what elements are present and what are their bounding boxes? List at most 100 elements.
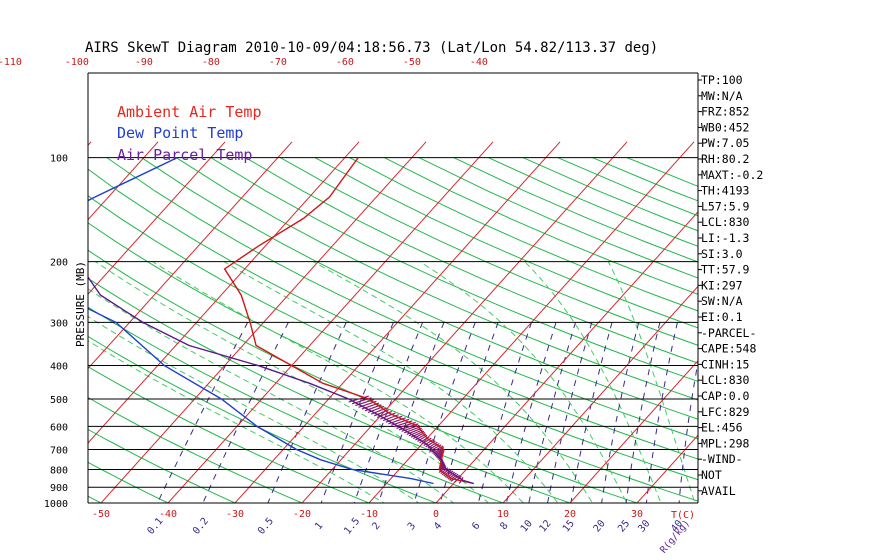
index-label: TP:100 [701, 73, 743, 87]
pressure-tick-label: 200 [50, 258, 68, 269]
bottom-temp-tick-label: -30 [226, 509, 244, 520]
moist-adiabat-line [313, 261, 594, 503]
bottom-temp-tick-label: 10 [497, 509, 509, 520]
mixing-ratio-line [202, 322, 289, 503]
index-label: CAP:0.0 [701, 389, 750, 403]
isotherm-line [88, 141, 226, 295]
cape-hatch-line [421, 437, 432, 445]
index-label: FRZ:852 [701, 105, 749, 119]
moist-adiabat-line [223, 261, 559, 503]
top-temp-tick-label: -70 [269, 57, 287, 68]
cape-hatch-line [450, 474, 461, 482]
moist-adiabat-line [95, 261, 490, 503]
index-label: PW:7.05 [701, 136, 749, 150]
dry-adiabat-line [279, 157, 698, 346]
cape-hatch-line [423, 438, 434, 446]
pressure-tick-label: 900 [50, 483, 68, 494]
index-label: EL:456 [701, 421, 743, 435]
mixing-ratio-label: 12 [537, 518, 553, 534]
dry-adiabat-line [88, 461, 170, 503]
axes: 1002003004005006007008009001000-120-110-… [0, 57, 699, 537]
bottom-temp-tick-label: 0 [433, 509, 439, 520]
dry-adiabat-line [210, 157, 698, 382]
index-label: -PARCEL- [701, 326, 756, 340]
top-temp-tick-label: -40 [470, 57, 488, 68]
chart-title: AIRS SkewT Diagram 2010-10-09/04:18:56.7… [85, 40, 658, 56]
index-label: -WIND- [701, 452, 743, 466]
dry-adiabat-line [0, 158, 48, 511]
mixing-ratio-label: 1 [313, 521, 325, 533]
index-label: LCL:830 [701, 215, 750, 229]
x-axis-temp-label: T(C) [671, 510, 695, 521]
index-label: CAPE:548 [701, 342, 756, 356]
dew-point-temp-line [88, 156, 434, 485]
isotherm-line [569, 360, 698, 503]
index-label: RH:80.2 [701, 152, 749, 166]
legend: Ambient Air Temp Dew Point Temp Air Parc… [117, 103, 262, 164]
index-label: NOT [701, 468, 722, 482]
mixing-ratio-label: 10 [519, 518, 535, 534]
isotherm-line [167, 141, 494, 503]
mixing-ratio-label: 0.5 [256, 516, 276, 537]
dry-adiabat-line [418, 157, 698, 279]
mixing-ratio-line [546, 322, 593, 503]
cape-hatch-line [454, 475, 462, 483]
mixing-ratio-label: 15 [561, 518, 577, 534]
mixing-ratio-line [353, 322, 424, 503]
dry-adiabat-line [88, 366, 371, 503]
dry-adiabat-line [88, 495, 103, 503]
moist-adiabat-line [88, 340, 385, 503]
cape-hatch-line [425, 440, 436, 448]
index-label: WB0:452 [701, 120, 749, 134]
cape-hatch-line [449, 473, 459, 481]
index-label: TH:4193 [701, 184, 750, 198]
index-label: CINH:15 [701, 357, 749, 371]
top-temp-tick-label: -60 [336, 57, 354, 68]
isotherm-line [831, 142, 870, 511]
dry-adiabat-line [245, 157, 698, 364]
isotherm-line [88, 141, 159, 221]
isotherm-line [435, 211, 698, 503]
index-label: LFC:829 [701, 405, 750, 419]
index-label: MAXT:-0.2 [701, 168, 763, 182]
dry-adiabat-line [106, 157, 698, 440]
mixing-ratio-label: 20 [592, 518, 608, 534]
ambient-air-temp-line [223, 157, 474, 485]
moist-adiabat-line [152, 261, 524, 503]
mixing-ratio-line [320, 322, 394, 503]
isotherm-line [636, 434, 698, 503]
cape-hatch-line [441, 468, 450, 476]
y-axis-label: PRESSURE (MB) [74, 261, 87, 347]
top-temp-tick-label: -80 [202, 57, 220, 68]
pressure-tick-label: 700 [50, 445, 68, 456]
isotherm-line [88, 141, 293, 370]
background-lines [0, 141, 870, 511]
index-label: SI:3.0 [701, 247, 743, 261]
cape-hatch-line [440, 467, 449, 475]
mixing-ratio-line [601, 322, 640, 503]
dry-adiabat-line [88, 306, 505, 503]
cape-hatch-line [443, 469, 452, 477]
mixing-ratio-label: 0.2 [191, 516, 211, 537]
air-parcel-temp-line [88, 275, 474, 485]
top-temp-tick-label: -90 [135, 57, 153, 68]
dry-adiabat-line [88, 222, 698, 502]
pressure-tick-label: 300 [50, 318, 68, 329]
bottom-temp-tick-label: -40 [159, 509, 177, 520]
dry-adiabat-line [88, 168, 698, 460]
bottom-temp-tick-label: 20 [564, 509, 576, 520]
dry-adiabat-line [88, 428, 237, 503]
dry-adiabat-line [88, 277, 572, 503]
cape-hatch-line [444, 470, 454, 478]
index-label: SW:N/A [701, 294, 743, 308]
isotherm-line [234, 141, 561, 503]
isotherm-line [301, 141, 628, 503]
dry-adiabat-line [175, 157, 698, 401]
isotherm-line [368, 141, 695, 503]
pressure-tick-label: 500 [50, 395, 68, 406]
mixing-ratio-line [267, 322, 347, 503]
pressure-tick-label: 800 [50, 466, 68, 477]
dry-adiabat-line [88, 195, 698, 481]
legend-dew-point-temp: Dew Point Temp [117, 124, 243, 142]
